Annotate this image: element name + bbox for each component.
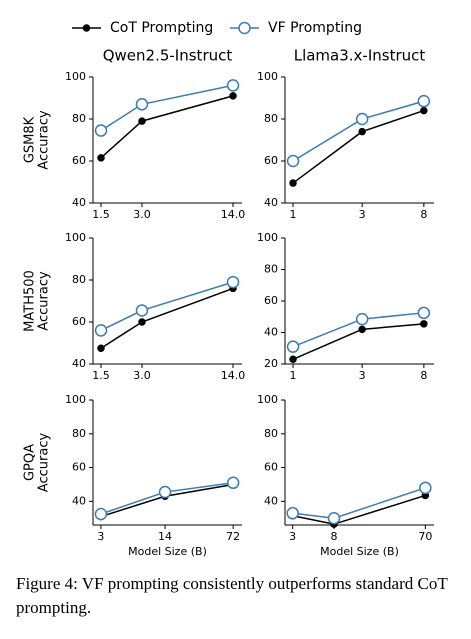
data-point <box>327 511 341 525</box>
y-axis-label: MATH500 <box>23 270 38 332</box>
y-tick-label: 60 <box>264 461 278 474</box>
panel-title: Llama3.x-Instruct <box>294 47 426 65</box>
data-point <box>138 318 146 326</box>
data-point <box>417 306 431 320</box>
y-tick-label: 60 <box>264 294 278 307</box>
y-tick-label: 60 <box>264 154 278 167</box>
x-tick-label: 8 <box>420 369 427 382</box>
caption: Figure 4: VF prompting consistently outp… <box>16 574 448 617</box>
x-tick-label: 72 <box>226 530 240 543</box>
y-tick-label: 40 <box>72 494 86 507</box>
data-point <box>289 355 297 364</box>
y-tick-label: 40 <box>264 494 278 507</box>
y-tick-label: 80 <box>72 427 86 440</box>
figure: CoT Prompting VF Prompting 40 60 80 100 1.5 3.0… <box>23 20 434 558</box>
panel-title: Qwen2.5-Instruct <box>103 47 233 65</box>
data-point <box>226 476 240 490</box>
x-tick-label: 1 <box>290 369 297 382</box>
x-tick-label: 14.0 <box>221 208 246 221</box>
data-point <box>289 179 297 187</box>
data-point <box>286 340 300 353</box>
y-tick-label: 80 <box>264 427 278 440</box>
y-tick-label: 100 <box>65 393 86 406</box>
data-point <box>355 312 369 326</box>
legend-marker <box>82 24 91 32</box>
series-line <box>292 487 426 520</box>
y-tick-label: 100 <box>257 70 278 83</box>
data-point <box>420 106 428 115</box>
y-tick-label: 40 <box>264 326 278 339</box>
data-point <box>97 154 105 162</box>
data-point <box>158 485 172 499</box>
legend-label: VF Prompting <box>268 20 362 36</box>
y-tick-label: 80 <box>72 273 86 286</box>
y-axis-label: Accuracy <box>37 271 52 331</box>
y-axis-label: GSM8K <box>23 116 38 163</box>
x-tick-label: 1.5 <box>92 369 110 382</box>
x-tick-label: 70 <box>418 530 432 543</box>
y-tick-label: 60 <box>72 154 86 167</box>
data-point <box>135 304 149 317</box>
data-point <box>97 344 105 352</box>
x-tick-label: 14 <box>158 530 172 543</box>
x-tick-label: 3 <box>359 369 366 382</box>
data-point <box>94 124 108 137</box>
series-line <box>100 95 234 159</box>
y-axis-label: Accuracy <box>37 110 52 170</box>
y-tick-label: 60 <box>72 315 86 328</box>
data-point <box>420 320 428 328</box>
data-point <box>355 112 369 126</box>
x-tick-label: 3 <box>97 530 104 543</box>
y-axis-label: GPQA <box>23 444 38 481</box>
x-tick-label: 3.0 <box>133 208 151 221</box>
data-point <box>286 154 300 168</box>
y-tick-label: 40 <box>264 196 278 209</box>
data-point <box>226 79 240 92</box>
y-tick-label: 100 <box>257 393 278 406</box>
data-point <box>419 481 432 495</box>
y-axis-label: Accuracy <box>37 433 52 493</box>
x-tick-label: 1.5 <box>92 208 110 221</box>
y-tick-label: 40 <box>72 357 86 370</box>
x-axis-label: Model Size (B) <box>128 545 207 558</box>
data-point <box>358 325 366 334</box>
y-tick-label: 80 <box>72 112 86 125</box>
data-point <box>358 127 366 136</box>
data-point <box>138 117 146 125</box>
y-tick-label: 80 <box>264 112 278 125</box>
data-point <box>229 92 237 100</box>
y-tick-label: 100 <box>257 231 278 244</box>
series-line <box>100 287 234 349</box>
data-point <box>94 324 108 337</box>
y-tick-label: 80 <box>264 263 278 276</box>
series-line <box>100 281 234 332</box>
x-axis-label: Model Size (B) <box>320 545 399 558</box>
x-tick-label: 8 <box>330 530 337 543</box>
y-tick-label: 100 <box>65 70 86 83</box>
data-point <box>286 506 299 520</box>
y-tick-label: 20 <box>264 357 278 370</box>
x-tick-label: 3 <box>359 208 366 221</box>
data-point <box>417 94 431 108</box>
series-line <box>100 84 234 132</box>
y-tick-label: 40 <box>72 196 86 209</box>
legend-marker <box>238 21 251 35</box>
y-tick-label: 60 <box>72 461 86 474</box>
x-tick-label: 3 <box>289 530 296 543</box>
x-tick-label: 1 <box>290 208 297 221</box>
data-point <box>94 507 108 521</box>
legend-label: CoT Prompting <box>110 20 213 36</box>
x-tick-label: 8 <box>420 208 427 221</box>
data-point <box>135 98 149 111</box>
x-tick-label: 3.0 <box>133 369 151 382</box>
y-tick-label: 100 <box>65 231 86 244</box>
data-point <box>226 275 240 289</box>
x-tick-label: 14.0 <box>221 369 246 382</box>
